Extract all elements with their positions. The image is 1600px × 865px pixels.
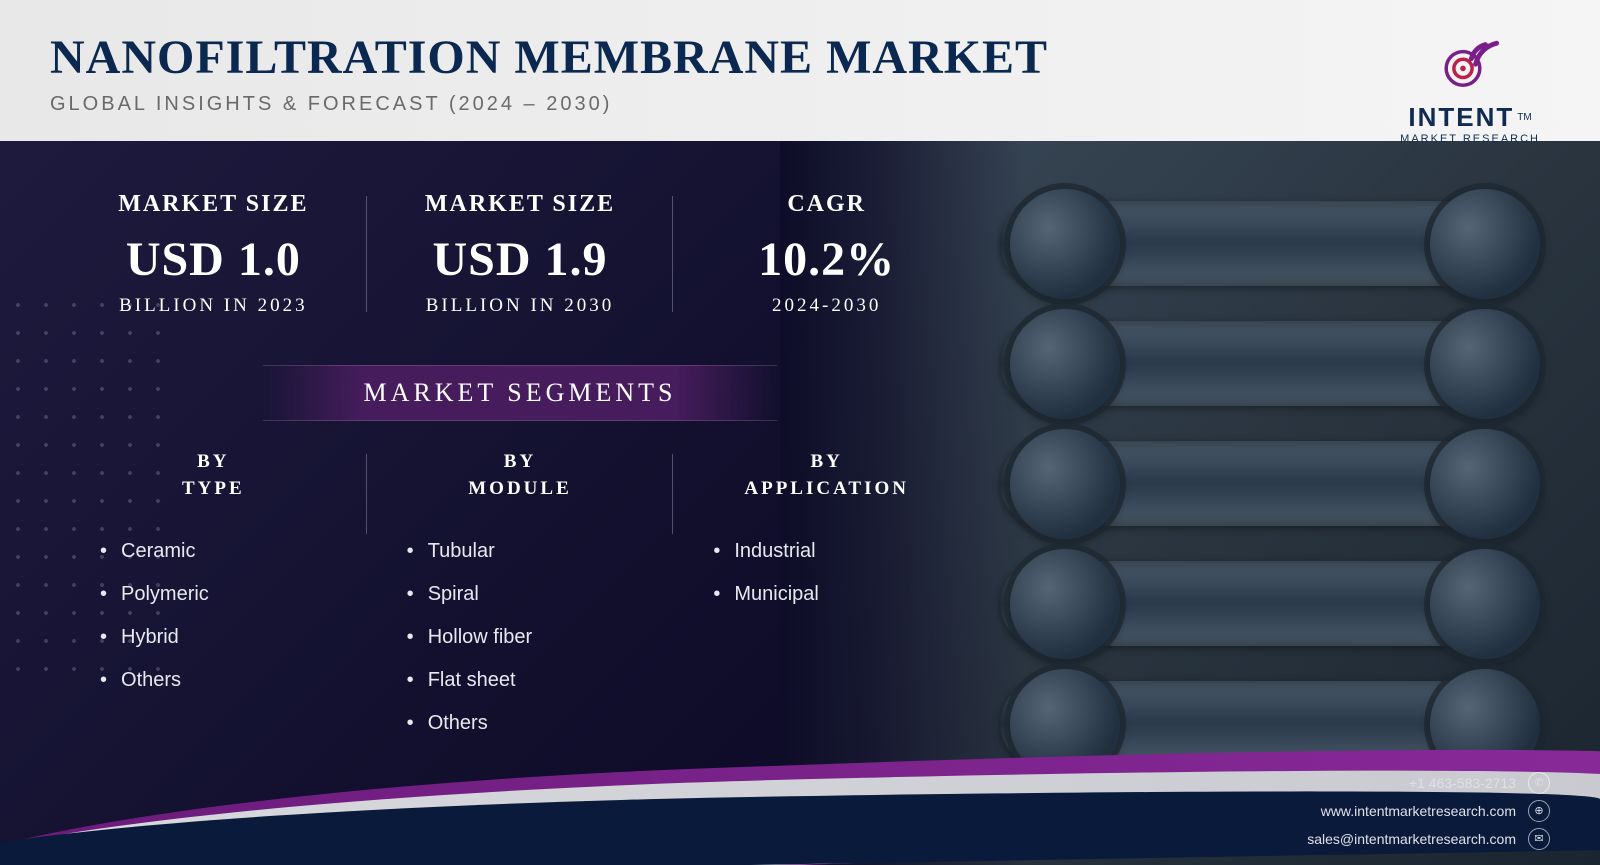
infographic-page: NANOFILTRATION MEMBRANE MARKET GLOBAL IN… — [0, 0, 1600, 865]
list-item: Hybrid — [100, 616, 327, 659]
header: NANOFILTRATION MEMBRANE MARKET GLOBAL IN… — [0, 0, 1600, 141]
segments-header: MARKET SEGMENTS — [263, 365, 776, 421]
stat-cagr: CAGR 10.2% 2024-2030 — [673, 181, 980, 327]
brand-logo: INTENTTM MARKET RESEARCH — [1400, 25, 1540, 145]
segments-header-wrap: MARKET SEGMENTS — [60, 365, 980, 421]
list-item: Hollow fiber — [407, 616, 634, 659]
stat-sub: 2024-2030 — [713, 295, 940, 317]
stat-sub: BILLION IN 2023 — [100, 295, 327, 317]
segment-by-type: BYTYPE Ceramic Polymeric Hybrid Others — [60, 449, 367, 745]
list-item: Municipal — [713, 573, 940, 616]
phone-icon: ✆ — [1528, 772, 1550, 794]
list-item: Polymeric — [100, 573, 327, 616]
segments-row: BYTYPE Ceramic Polymeric Hybrid Others B… — [60, 449, 980, 745]
list-item: Tubular — [407, 530, 634, 573]
logo-tm: TM — [1517, 112, 1531, 123]
globe-icon: ⊕ — [1528, 800, 1550, 822]
stat-value: USD 1.0 — [100, 232, 327, 287]
stat-sub: BILLION IN 2030 — [407, 295, 634, 317]
stat-label: MARKET SIZE — [100, 191, 327, 218]
segment-by-application: BYAPPLICATION Industrial Municipal — [673, 449, 980, 745]
main-content: MARKET SIZE USD 1.0 BILLION IN 2023 MARK… — [0, 141, 1600, 865]
footer: +1 463-583-2713 ✆ www.intentmarketresear… — [0, 725, 1600, 865]
segment-title: BYTYPE — [100, 449, 327, 502]
contact-block: +1 463-583-2713 ✆ www.intentmarketresear… — [1307, 769, 1550, 853]
stat-market-size-2023: MARKET SIZE USD 1.0 BILLION IN 2023 — [60, 181, 367, 327]
wifi-target-icon — [1435, 25, 1505, 95]
stat-label: MARKET SIZE — [407, 191, 634, 218]
stats-row: MARKET SIZE USD 1.0 BILLION IN 2023 MARK… — [60, 181, 980, 327]
list-item: Spiral — [407, 573, 634, 616]
contact-web: www.intentmarketresearch.com ⊕ — [1307, 797, 1550, 825]
logo-text-sub: MARKET RESEARCH — [1400, 133, 1540, 145]
segment-title: BYMODULE — [407, 449, 634, 502]
segment-list: Ceramic Polymeric Hybrid Others — [100, 530, 327, 702]
list-item: Industrial — [713, 530, 940, 573]
page-title: NANOFILTRATION MEMBRANE MARKET — [50, 30, 1550, 85]
segment-by-module: BYMODULE Tubular Spiral Hollow fiber Fla… — [367, 449, 674, 745]
segment-list: Industrial Municipal — [713, 530, 940, 616]
contact-email: sales@intentmarketresearch.com ✉ — [1307, 825, 1550, 853]
list-item: Ceramic — [100, 530, 327, 573]
page-subtitle: GLOBAL INSIGHTS & FORECAST (2024 – 2030) — [50, 93, 1550, 116]
segment-title: BYAPPLICATION — [713, 449, 940, 502]
stat-value: 10.2% — [713, 232, 940, 287]
mail-icon: ✉ — [1528, 828, 1550, 850]
logo-text-main: INTENT — [1408, 102, 1514, 132]
stat-market-size-2030: MARKET SIZE USD 1.9 BILLION IN 2030 — [367, 181, 674, 327]
stat-label: CAGR — [713, 191, 940, 218]
list-item: Flat sheet — [407, 659, 634, 702]
segment-list: Tubular Spiral Hollow fiber Flat sheet O… — [407, 530, 634, 745]
list-item: Others — [100, 659, 327, 702]
contact-phone: +1 463-583-2713 ✆ — [1307, 769, 1550, 797]
stat-value: USD 1.9 — [407, 232, 634, 287]
